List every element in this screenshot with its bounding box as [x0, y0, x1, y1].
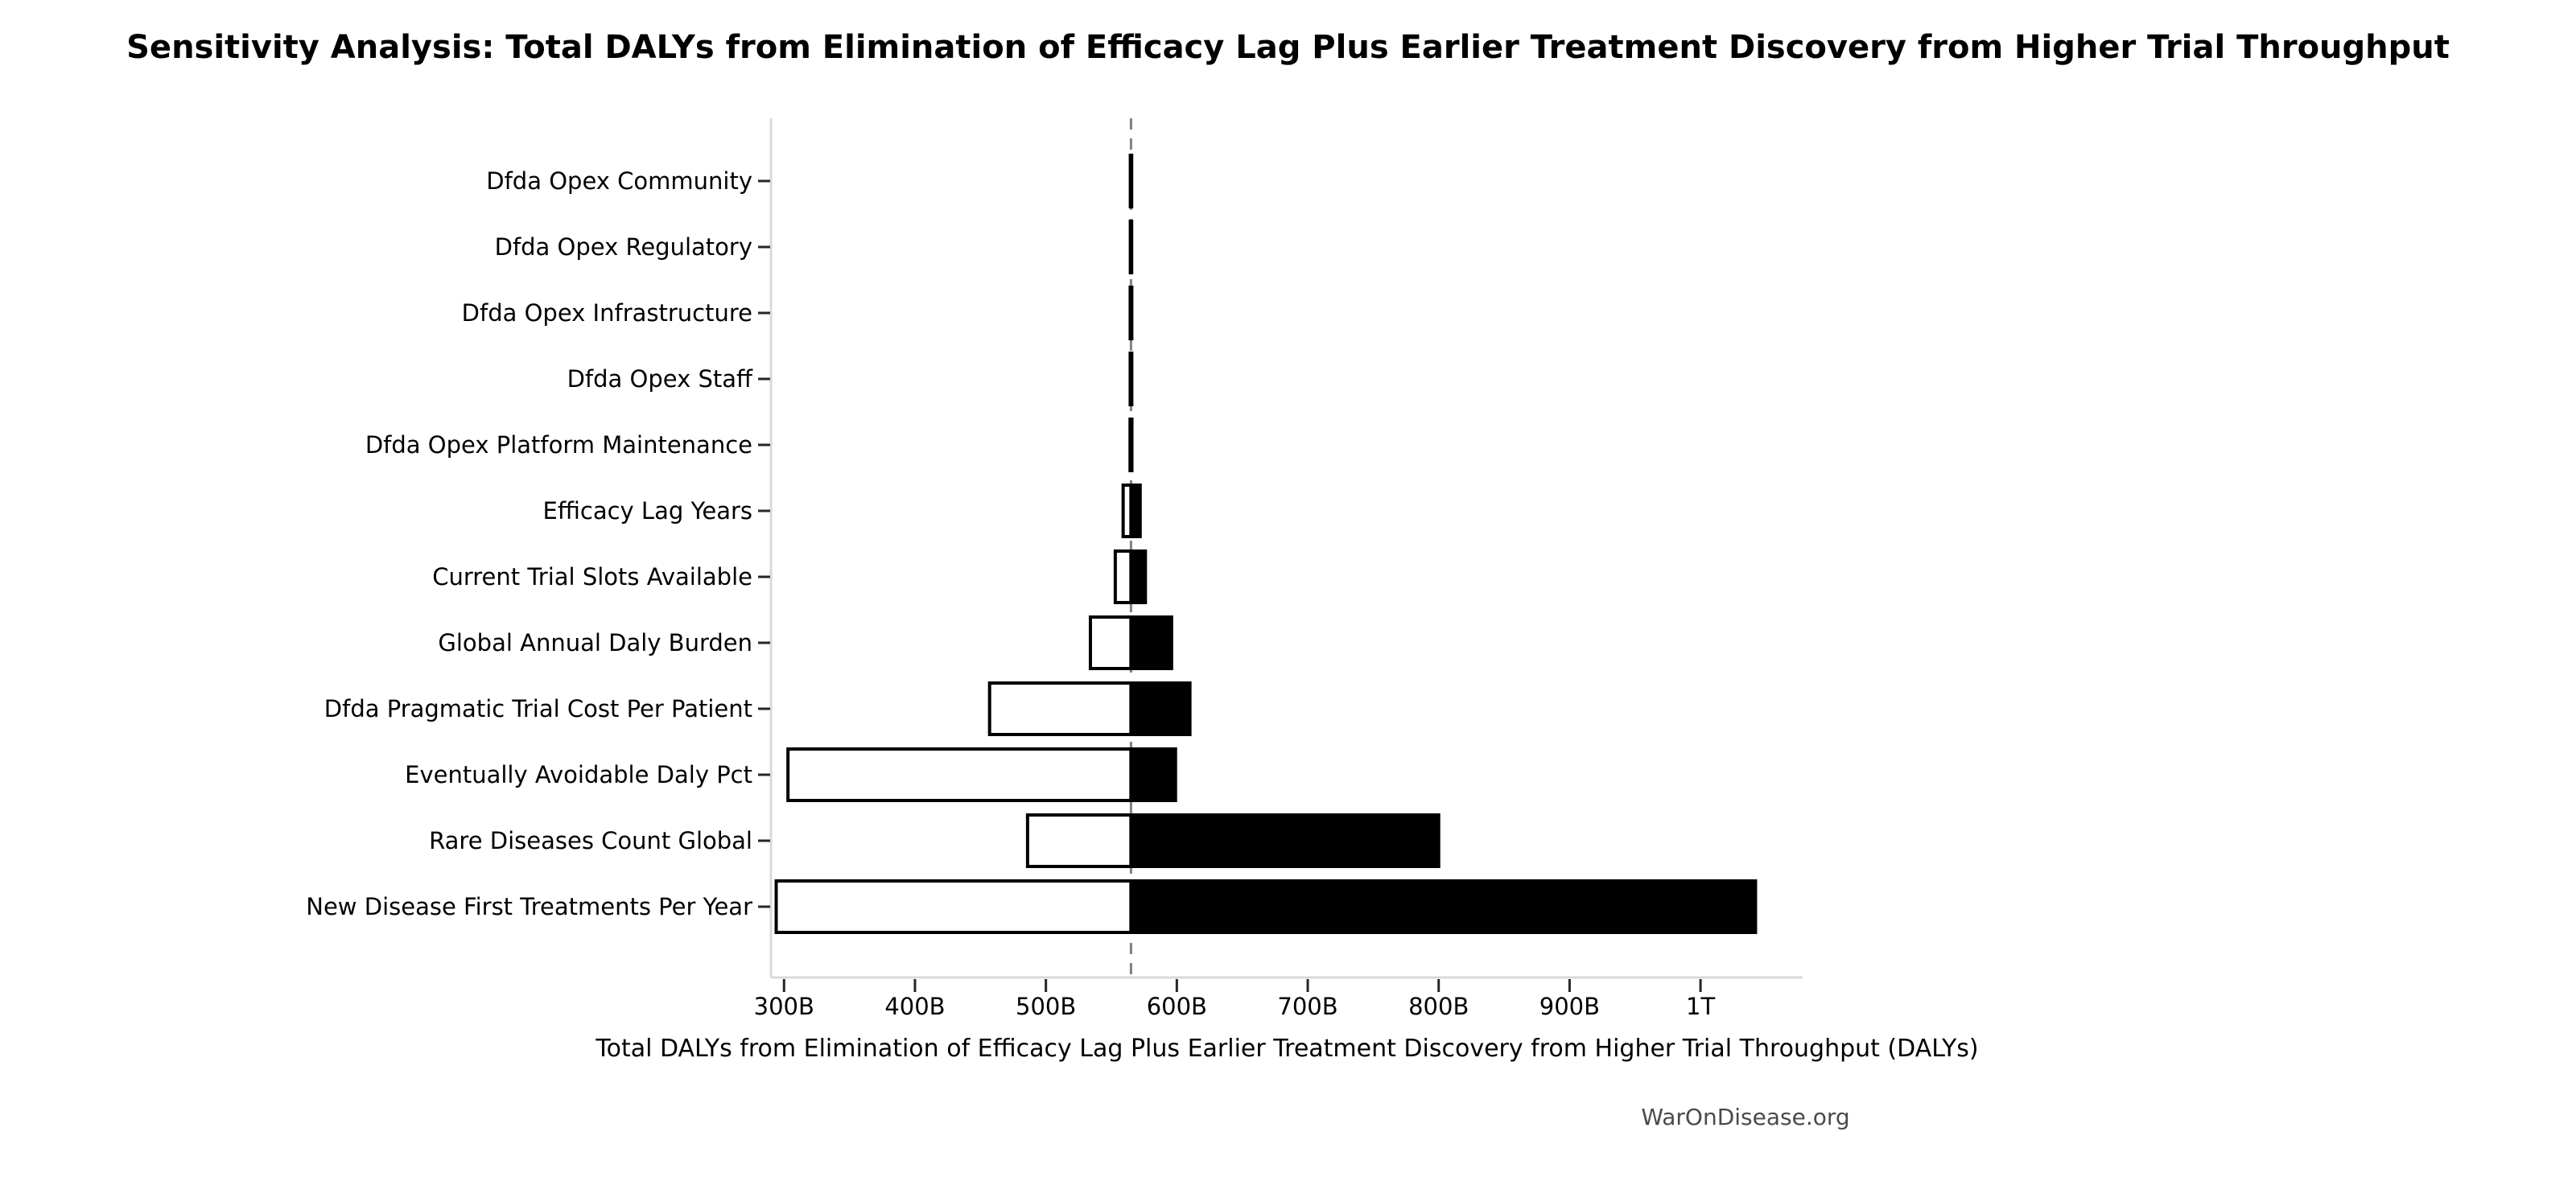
y-axis-label: Global Annual Daly Burden: [438, 629, 752, 656]
bar-low-segment: [1088, 615, 1133, 670]
y-axis-label: Rare Diseases Count Global: [429, 827, 752, 854]
y-axis-label: New Disease First Treatments Per Year: [306, 893, 752, 920]
y-axis-label: Dfda Opex Regulatory: [495, 233, 752, 261]
x-axis-title: Total DALYs from Elimination of Efficacy…: [596, 1035, 1979, 1063]
x-axis-tick-label: 1T: [1686, 993, 1715, 1020]
x-axis-tick-label: 300B: [754, 993, 814, 1020]
bar-low-segment: [987, 681, 1133, 736]
bar-low-segment: [774, 879, 1133, 934]
bar-high-segment: [1129, 615, 1173, 670]
bar-high-segment: [1129, 681, 1192, 736]
y-axis-label: Dfda Opex Staff: [567, 365, 753, 393]
bar-low-segment: [786, 747, 1133, 802]
y-axis-label: Efficacy Lag Years: [543, 497, 752, 525]
x-axis-tick-label: 500B: [1016, 993, 1076, 1020]
x-axis-tick-label: 800B: [1408, 993, 1469, 1020]
bar-high-segment: [1129, 549, 1148, 604]
x-axis-tick-label: 900B: [1539, 993, 1600, 1020]
y-axis-label: Dfda Opex Platform Maintenance: [365, 431, 752, 459]
bar-low-segment: [1113, 549, 1133, 604]
y-axis-label: Dfda Pragmatic Trial Cost Per Patient: [324, 695, 752, 722]
bar-high-segment: [1129, 879, 1758, 934]
chart-title: Sensitivity Analysis: Total DALYs from E…: [126, 29, 2450, 66]
x-axis-tick-label: 700B: [1277, 993, 1337, 1020]
bar-high-segment: [1129, 813, 1440, 868]
footer-credit: WarOnDisease.org: [1641, 1104, 1850, 1130]
bar-high-segment: [1129, 484, 1142, 538]
y-axis-label: Eventually Avoidable Daly Pct: [405, 761, 752, 788]
x-axis-tick-label: 400B: [884, 993, 945, 1020]
y-axis-label: Current Trial Slots Available: [432, 563, 752, 591]
x-axis-tick-label: 600B: [1147, 993, 1207, 1020]
y-axis-label: Dfda Opex Infrastructure: [462, 299, 752, 327]
y-axis-label: Dfda Opex Community: [486, 167, 752, 195]
bar-high-segment: [1129, 747, 1177, 802]
bar-low-segment: [1025, 813, 1133, 868]
